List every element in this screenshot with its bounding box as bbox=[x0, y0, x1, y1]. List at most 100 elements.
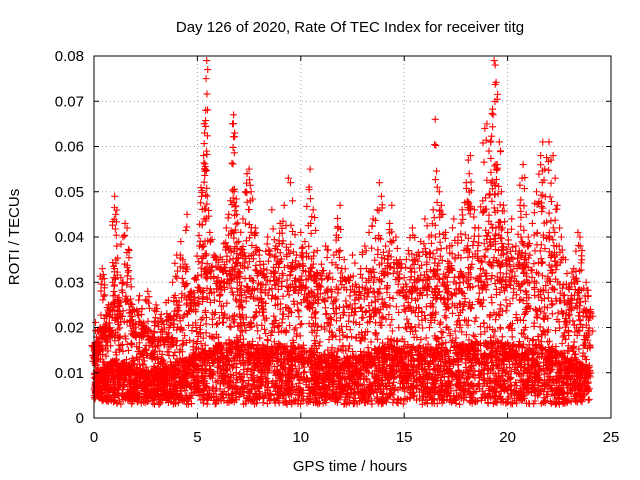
data-point bbox=[448, 300, 456, 308]
data-point bbox=[264, 368, 272, 376]
data-point bbox=[270, 324, 278, 332]
data-point bbox=[280, 365, 288, 373]
data-point bbox=[158, 358, 166, 366]
data-point bbox=[241, 322, 249, 330]
data-point bbox=[548, 310, 556, 318]
data-point bbox=[535, 390, 543, 398]
data-point bbox=[206, 298, 214, 306]
data-point bbox=[542, 282, 550, 290]
data-point bbox=[399, 400, 407, 408]
data-point bbox=[179, 326, 187, 334]
data-point bbox=[413, 396, 421, 404]
data-point bbox=[304, 303, 312, 311]
data-point bbox=[346, 326, 354, 334]
data-point bbox=[211, 400, 219, 408]
data-point bbox=[506, 321, 514, 329]
data-point bbox=[241, 288, 249, 296]
data-point bbox=[492, 316, 500, 324]
data-point bbox=[365, 383, 373, 391]
data-point bbox=[530, 319, 538, 327]
data-point bbox=[274, 323, 282, 331]
data-point bbox=[311, 340, 319, 348]
data-point bbox=[227, 323, 235, 331]
data-point bbox=[543, 381, 551, 389]
data-point bbox=[468, 382, 476, 390]
data-point bbox=[340, 387, 348, 395]
data-point bbox=[477, 330, 485, 338]
data-point bbox=[481, 328, 489, 336]
data-point bbox=[370, 278, 378, 286]
data-point bbox=[328, 344, 336, 352]
data-point bbox=[552, 327, 560, 335]
data-point bbox=[446, 397, 454, 405]
data-point bbox=[149, 399, 157, 407]
data-point bbox=[373, 396, 381, 404]
data-point bbox=[392, 303, 400, 311]
data-point bbox=[248, 366, 256, 374]
data-point bbox=[459, 372, 467, 380]
data-point bbox=[432, 334, 440, 342]
data-point bbox=[389, 294, 397, 302]
data-point bbox=[442, 306, 450, 314]
data-point bbox=[232, 295, 240, 303]
data-point bbox=[344, 390, 352, 398]
data-point bbox=[414, 312, 422, 320]
data-point bbox=[382, 381, 390, 389]
data-point bbox=[295, 307, 303, 315]
data-point bbox=[226, 322, 234, 330]
data-point bbox=[166, 358, 174, 366]
data-point bbox=[247, 318, 255, 326]
data-point bbox=[270, 338, 278, 346]
data-point bbox=[448, 309, 456, 317]
data-point bbox=[310, 337, 318, 345]
data-point bbox=[264, 337, 272, 345]
data-point bbox=[122, 356, 130, 364]
data-point bbox=[427, 266, 435, 274]
data-point bbox=[413, 334, 421, 342]
data-point bbox=[482, 286, 490, 294]
data-point bbox=[345, 345, 353, 353]
data-point bbox=[102, 352, 110, 360]
data-point bbox=[476, 323, 484, 331]
data-point bbox=[398, 335, 406, 343]
data-point bbox=[276, 377, 284, 385]
data-point bbox=[242, 297, 250, 305]
data-point bbox=[202, 320, 210, 328]
data-point bbox=[536, 323, 544, 331]
data-point bbox=[277, 300, 285, 308]
data-point bbox=[404, 298, 412, 306]
data-point bbox=[104, 347, 112, 355]
data-point bbox=[332, 317, 340, 325]
data-point bbox=[261, 391, 269, 399]
data-point bbox=[507, 253, 515, 261]
data-point bbox=[566, 317, 574, 325]
data-point bbox=[401, 342, 409, 350]
data-point bbox=[452, 334, 460, 342]
data-point bbox=[290, 345, 298, 353]
data-point bbox=[217, 376, 225, 384]
data-point bbox=[531, 397, 539, 405]
data-point bbox=[433, 336, 441, 344]
data-point bbox=[456, 400, 464, 408]
data-point bbox=[208, 356, 216, 364]
data-point bbox=[346, 386, 354, 394]
data-point bbox=[313, 326, 321, 334]
data-point bbox=[378, 314, 386, 322]
data-point bbox=[409, 357, 417, 365]
data-point bbox=[208, 309, 216, 317]
data-point bbox=[509, 400, 517, 408]
data-point bbox=[343, 333, 351, 341]
data-point bbox=[584, 378, 592, 386]
data-point bbox=[433, 400, 441, 408]
data-point bbox=[429, 300, 437, 308]
data-point bbox=[321, 350, 329, 358]
data-point bbox=[356, 320, 364, 328]
data-point bbox=[484, 281, 492, 289]
data-point bbox=[533, 268, 541, 276]
data-point bbox=[336, 325, 344, 333]
data-point bbox=[254, 327, 262, 335]
data-point bbox=[261, 316, 269, 324]
data-point bbox=[137, 399, 145, 407]
data-point bbox=[327, 315, 335, 323]
data-point bbox=[286, 307, 294, 315]
